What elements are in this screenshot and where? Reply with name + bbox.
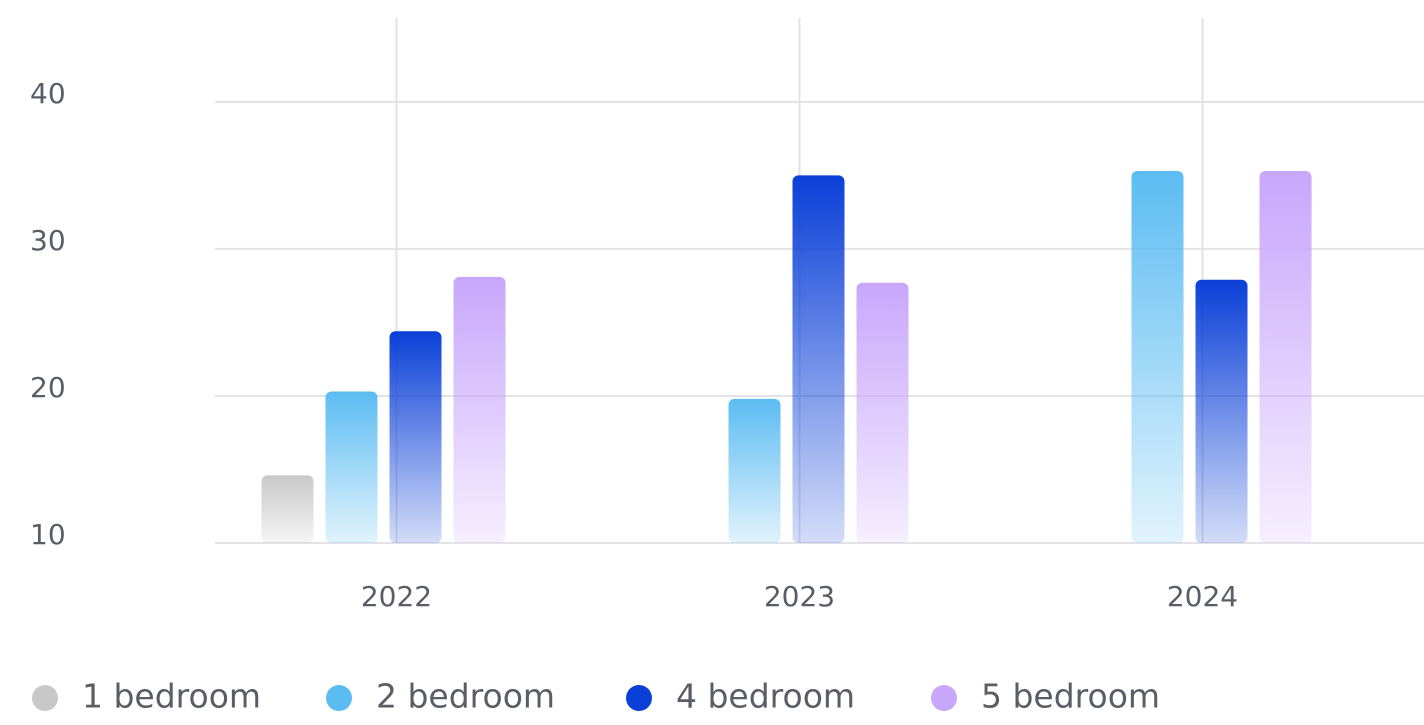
legend-label: 5 bedroom: [981, 677, 1160, 716]
legend-label: 2 bedroom: [376, 677, 555, 716]
bar: [728, 398, 781, 543]
legend-marker: [626, 685, 652, 711]
x-tick-label: 2023: [764, 580, 835, 613]
legend-label: 4 bedroom: [676, 677, 855, 716]
bar: [856, 282, 909, 543]
x-tick-label: 2024: [1167, 580, 1238, 613]
bar: [1195, 279, 1248, 543]
bar: [453, 276, 506, 543]
x-tick-label: 2022: [361, 580, 432, 613]
y-tick-label: 30: [30, 224, 66, 257]
legend-marker: [326, 685, 352, 711]
legend-label: 1 bedroom: [82, 677, 261, 716]
bar: [792, 175, 845, 543]
legend-marker: [931, 685, 957, 711]
y-tick-label: 20: [30, 371, 66, 404]
bar: [261, 475, 314, 543]
bar: [325, 391, 378, 543]
bar: [1131, 170, 1184, 544]
legend-marker: [32, 685, 58, 711]
y-tick-label: 40: [30, 77, 66, 110]
y-tick-label: 10: [30, 518, 66, 551]
bar: [1259, 170, 1312, 544]
bar: [389, 331, 442, 543]
